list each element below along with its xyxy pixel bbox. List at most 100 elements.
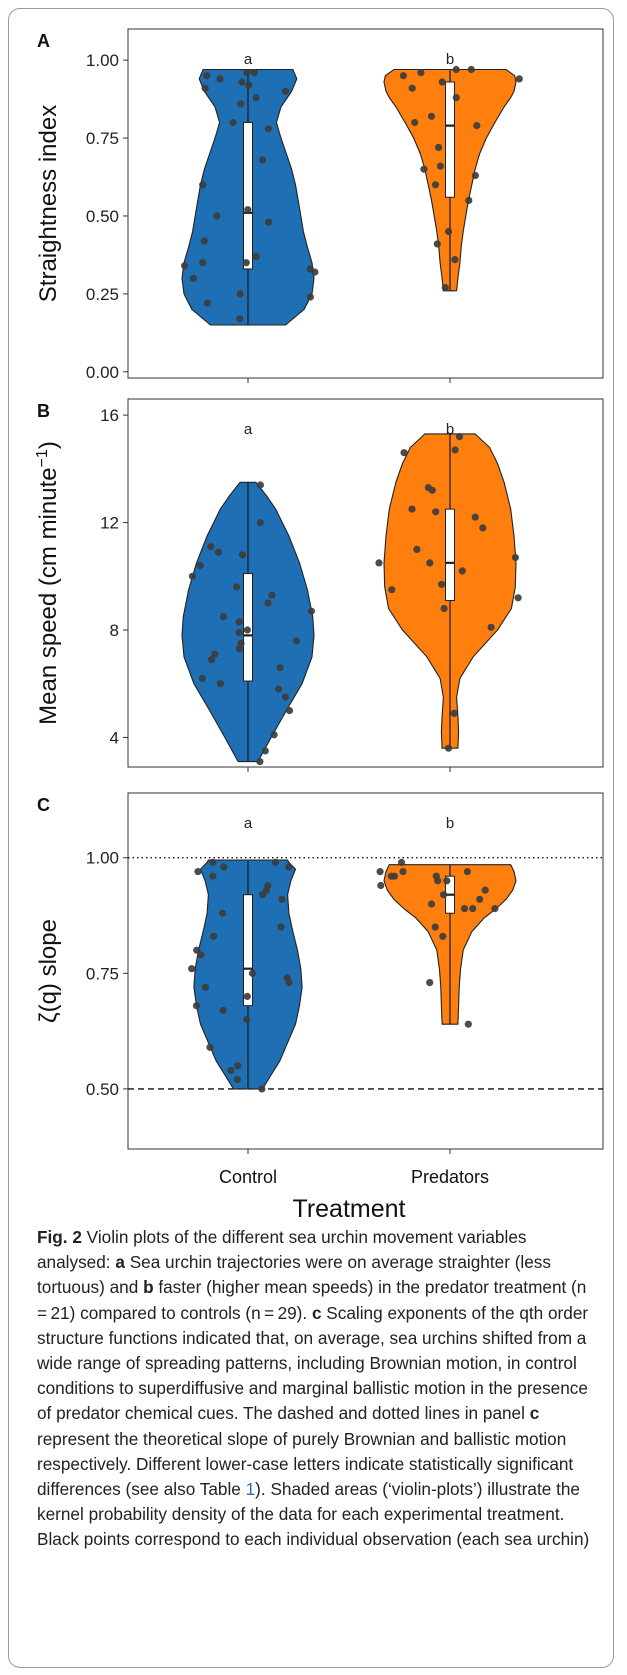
data-point <box>193 946 201 954</box>
data-point <box>433 240 441 248</box>
data-point <box>237 100 245 108</box>
data-point <box>258 1085 266 1093</box>
data-point <box>464 1020 472 1028</box>
x-axis-label: Treatment <box>292 1195 405 1217</box>
data-point <box>203 72 211 80</box>
data-point <box>243 69 251 77</box>
data-point <box>511 553 519 562</box>
data-point <box>198 674 206 683</box>
panel-label: C <box>37 795 50 815</box>
data-point <box>211 650 219 658</box>
data-point <box>281 693 289 701</box>
y-tick-label: 0.25 <box>86 285 119 304</box>
data-point <box>417 69 425 77</box>
data-point <box>208 656 216 664</box>
data-point <box>256 481 264 489</box>
data-point <box>209 858 217 867</box>
data-point <box>408 505 416 513</box>
data-point <box>467 65 475 74</box>
data-point <box>375 559 383 567</box>
data-point <box>451 256 459 264</box>
data-point <box>199 259 207 267</box>
data-point <box>237 639 245 648</box>
data-point <box>463 868 471 876</box>
data-point <box>243 626 251 634</box>
data-point <box>181 262 189 270</box>
data-point <box>271 858 280 867</box>
data-point <box>196 561 204 570</box>
data-point <box>235 645 243 653</box>
data-point <box>399 72 407 80</box>
data-point <box>201 84 209 92</box>
y-tick-label: 1.00 <box>86 51 119 70</box>
panel-label: B <box>37 401 50 421</box>
data-point <box>451 446 459 454</box>
significance-letter: b <box>446 421 454 438</box>
data-point <box>239 551 247 559</box>
significance-letter: b <box>446 815 454 832</box>
caption-text: represent the theoretical slope of purel… <box>37 1428 574 1500</box>
caption-text: Violin plots of the different sea urchin… <box>37 1227 527 1273</box>
iqr-box <box>445 81 455 198</box>
y-axis-label: ζ(q) slope <box>35 919 62 1023</box>
y-tick-label: 0.75 <box>86 129 119 148</box>
data-point <box>215 548 223 556</box>
data-point <box>285 979 293 987</box>
data-point <box>438 580 446 588</box>
data-point <box>197 951 205 959</box>
data-point <box>259 891 267 899</box>
data-point <box>427 900 436 908</box>
data-point <box>465 196 473 204</box>
data-point <box>236 315 244 323</box>
data-point <box>216 75 224 83</box>
x-tick-label: Predators <box>411 1167 489 1187</box>
data-point <box>235 629 243 637</box>
violin-predators: b <box>376 815 517 1028</box>
x-tick-label: Control <box>219 1167 277 1187</box>
data-point <box>201 983 209 991</box>
caption-panel-ref: a <box>115 1252 125 1273</box>
data-point <box>514 594 522 602</box>
data-point <box>428 486 436 494</box>
data-point <box>285 863 293 871</box>
data-point <box>399 868 407 876</box>
data-point <box>243 992 251 1001</box>
data-point <box>469 905 477 913</box>
violin-control: a <box>188 815 303 1093</box>
significance-letter: a <box>244 51 253 68</box>
iqr-box <box>243 894 253 1007</box>
data-point <box>274 685 282 693</box>
data-point <box>277 923 285 931</box>
data-point <box>213 212 221 220</box>
data-point <box>487 623 495 631</box>
data-point <box>427 112 436 120</box>
data-point <box>408 84 416 92</box>
data-point <box>250 69 258 77</box>
figure-label: Fig. 2 <box>37 1227 82 1247</box>
data-point <box>471 513 479 521</box>
data-point <box>188 965 196 973</box>
data-point <box>435 143 443 151</box>
data-point <box>282 87 290 95</box>
data-point <box>216 680 224 688</box>
y-axis-label: Mean speed (cm minute−1) <box>34 441 62 725</box>
data-point <box>285 707 294 715</box>
y-tick-label: 8 <box>110 621 119 640</box>
data-point <box>219 909 227 917</box>
data-point <box>436 162 444 170</box>
data-point <box>434 877 442 885</box>
data-point <box>400 449 408 457</box>
y-tick-label: 0.50 <box>86 207 119 226</box>
data-point <box>261 747 269 755</box>
iqr-box <box>445 508 455 601</box>
data-point <box>515 75 523 83</box>
data-point <box>209 872 217 880</box>
table-link[interactable]: 1 <box>245 1479 256 1500</box>
data-point <box>203 299 211 307</box>
data-point <box>445 227 453 236</box>
data-point <box>444 744 453 752</box>
data-point <box>388 586 396 594</box>
caption-text: Scaling exponents of the qth order struc… <box>37 1302 589 1424</box>
data-point <box>252 252 260 261</box>
data-point <box>227 1066 235 1074</box>
